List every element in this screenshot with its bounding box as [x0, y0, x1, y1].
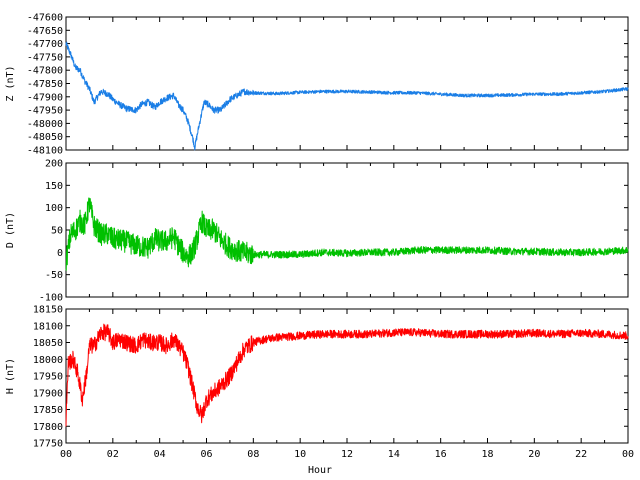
y-tick-label: -50: [45, 270, 63, 281]
plot-frame: [65, 16, 629, 151]
y-tick-label: 17900: [33, 388, 63, 399]
x-tick-label: 00: [622, 449, 634, 460]
y-axis-label: Z (nT): [5, 65, 16, 101]
y-tick-label: 18100: [33, 321, 63, 332]
y-tick-label: -47800: [27, 66, 63, 77]
y-tick-label: 18050: [33, 338, 63, 349]
y-tick-label: -47750: [27, 52, 63, 63]
x-tick-label: 14: [388, 449, 400, 460]
y-axis-label: D (nT): [5, 212, 16, 248]
y-tick-label: 50: [51, 226, 63, 237]
x-tick-label: 00: [60, 449, 72, 460]
y-axis-label: H (nT): [5, 358, 16, 394]
y-tick-label: -48100: [27, 146, 63, 157]
y-tick-label: -47600: [27, 13, 63, 24]
y-tick-label: 17800: [33, 422, 63, 433]
y-tick-label: 17850: [33, 405, 63, 416]
y-tick-label: -47650: [27, 26, 63, 37]
y-tick-label: 18000: [33, 355, 63, 366]
y-tick-label: -47950: [27, 106, 63, 117]
z-component-panel: -47600 -47650 -47700 -47750 -47800 -47850 -479…: [5, 13, 629, 157]
x-tick-label: 16: [435, 449, 447, 460]
y-tick-label: 100: [45, 203, 63, 214]
x-tick-label: 18: [481, 449, 493, 460]
series-line: [65, 323, 629, 427]
series-line: [65, 41, 629, 151]
series-line: [65, 197, 629, 271]
y-tick-label: -48000: [27, 119, 63, 130]
x-tick-label: 04: [154, 449, 166, 460]
y-tick-label: 17750: [33, 439, 63, 450]
x-tick-label: 06: [200, 449, 212, 460]
y-tick-label: -47850: [27, 79, 63, 90]
y-tick-label: 0: [57, 248, 63, 259]
y-tick-label: 150: [45, 181, 63, 192]
x-tick-label: 12: [341, 449, 353, 460]
plot-frame: [65, 162, 629, 298]
x-tick-label: 22: [575, 449, 587, 460]
y-tick-label: 200: [45, 159, 63, 170]
d-component-panel: -100 -50 0 50 100 150 200 D (nT): [5, 159, 629, 304]
x-tick-label: 08: [247, 449, 259, 460]
y-tick-label: -100: [39, 293, 63, 304]
y-tick-label: 17950: [33, 372, 63, 383]
y-tick-label: -48050: [27, 132, 63, 143]
x-tick-label: 02: [107, 449, 119, 460]
plot-frame: [65, 308, 629, 444]
y-tick-label: -47900: [27, 92, 63, 103]
x-tick-label: 20: [528, 449, 540, 460]
h-component-panel: 1775017800178501790017950180001805018100…: [5, 305, 634, 461]
y-tick-label: 18150: [33, 305, 63, 316]
y-tick-label: -47700: [27, 39, 63, 50]
x-tick-label: 10: [294, 449, 306, 460]
x-axis-label: Hour: [308, 465, 332, 476]
